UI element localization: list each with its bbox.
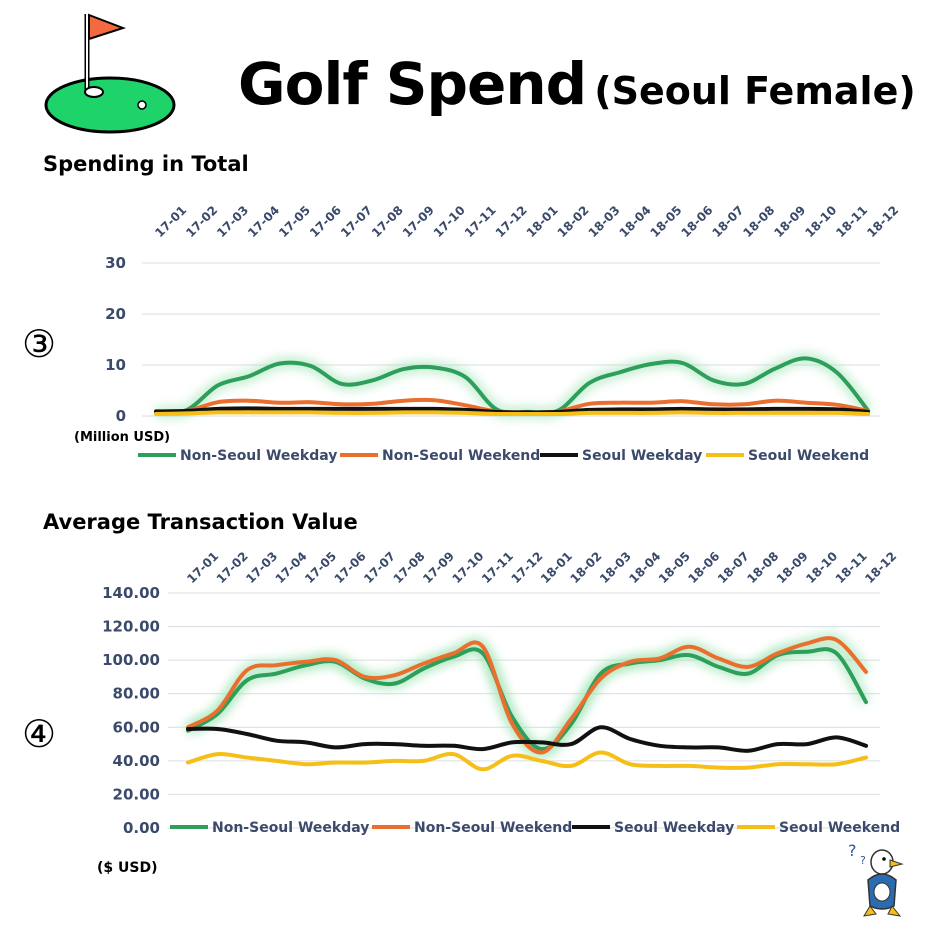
unit-label-usd: ($ USD) (97, 860, 158, 876)
page-title: Golf Spend (Seoul Female) (238, 50, 916, 118)
title-main: Golf Spend (238, 50, 587, 118)
x-tick-label: 17-06 (332, 549, 369, 586)
section-marker-4: ④ (22, 712, 57, 756)
x-tick-label: 17-07 (361, 549, 398, 586)
x-tick-label: 18-10 (803, 549, 840, 586)
y-tick-label: 0 (116, 407, 126, 425)
y-tick-label: 140.00 (102, 584, 160, 602)
y-tick-label: 80.00 (113, 685, 160, 703)
legend-label: Non-Seoul Weekend (382, 448, 540, 464)
legend-label: Non-Seoul Weekday (212, 820, 369, 836)
section-title-avg-transaction: Average Transaction Value (43, 510, 358, 534)
x-tick-label: 17-12 (508, 549, 545, 586)
x-tick-label: 18-04 (626, 549, 663, 586)
y-tick-label: 120.00 (102, 618, 160, 636)
unit-label-million-usd: (Million USD) (74, 430, 171, 445)
series-line-non-seoul-weekday (186, 647, 868, 752)
x-tick-label: 17-03 (243, 549, 280, 586)
series-line-seoul-weekend (154, 410, 870, 417)
svg-text:?: ? (860, 854, 866, 867)
y-tick-label: 10 (105, 356, 126, 374)
x-tick-label: 17-04 (273, 549, 310, 586)
x-tick-label: 18-09 (774, 549, 811, 586)
y-tick-label: 20.00 (113, 785, 160, 803)
legend-label: Non-Seoul Weekend (414, 820, 572, 836)
legend-label: Seoul Weekday (582, 448, 702, 464)
title-subtitle: (Seoul Female) (594, 69, 916, 113)
series-line-seoul-weekday (186, 725, 868, 753)
y-tick-label: 0.00 (123, 819, 160, 837)
x-tick-label: 18-03 (597, 549, 634, 586)
golf-flag-green-icon (44, 13, 176, 134)
y-tick-label: 100.00 (102, 651, 160, 669)
x-tick-label: 17-02 (214, 549, 251, 586)
x-tick-label: 18-08 (744, 549, 781, 586)
x-tick-label: 17-05 (302, 549, 339, 586)
x-tick-label: 17-10 (450, 549, 487, 586)
x-tick-label: 17-08 (391, 549, 428, 586)
x-tick-label: 18-12 (862, 549, 899, 586)
y-tick-label: 40.00 (113, 752, 160, 770)
x-tick-label: 17-11 (479, 549, 516, 586)
x-tick-label: 18-06 (685, 549, 722, 586)
legend-label: Seoul Weekend (748, 448, 869, 464)
section-title-spending: Spending in Total (43, 152, 249, 176)
svg-text:?: ? (848, 841, 857, 860)
legend-label: Non-Seoul Weekday (180, 448, 337, 464)
y-tick-label: 20 (105, 305, 126, 323)
y-tick-label: 30 (105, 254, 126, 272)
y-tick-label: 60.00 (113, 718, 160, 736)
x-tick-label: 17-09 (420, 549, 457, 586)
x-tick-label: 18-05 (656, 549, 693, 586)
x-tick-label: 18-07 (715, 549, 752, 586)
section-marker-3: ③ (22, 322, 57, 366)
x-tick-label: 18-02 (567, 549, 604, 586)
legend-label: Seoul Weekend (779, 820, 900, 836)
x-tick-label: 17-01 (184, 549, 221, 586)
confused-bird-mascot-icon: ? ? (848, 841, 904, 917)
legend-label: Seoul Weekday (614, 820, 734, 836)
x-tick-label: 18-11 (833, 549, 870, 586)
series-line-seoul-weekend (186, 750, 868, 772)
x-tick-label: 18-01 (538, 549, 575, 586)
